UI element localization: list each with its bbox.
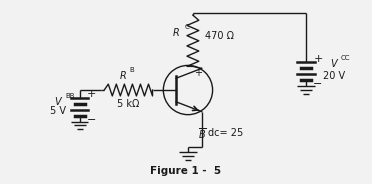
Text: V: V	[55, 97, 61, 107]
Text: −: −	[87, 115, 96, 125]
Text: 20 V: 20 V	[323, 71, 345, 81]
Text: +: +	[87, 89, 96, 99]
Text: C: C	[185, 24, 190, 30]
Text: B: B	[129, 67, 134, 73]
Text: −: −	[313, 79, 323, 89]
Text: 5 V: 5 V	[50, 106, 66, 116]
Text: 5 kΩ: 5 kΩ	[117, 99, 139, 109]
Text: V: V	[330, 59, 337, 69]
Text: 470 Ω: 470 Ω	[205, 31, 234, 41]
Text: R: R	[119, 71, 126, 81]
Text: R: R	[172, 28, 179, 38]
Text: +: +	[313, 54, 323, 63]
Text: +: +	[194, 68, 202, 78]
Text: Figure 1 -  5: Figure 1 - 5	[150, 166, 222, 176]
Text: $\overline{B}$: $\overline{B}$	[198, 126, 206, 141]
Text: dc= 25: dc= 25	[208, 128, 243, 138]
Text: CC: CC	[341, 55, 350, 61]
Text: BB: BB	[66, 93, 76, 99]
